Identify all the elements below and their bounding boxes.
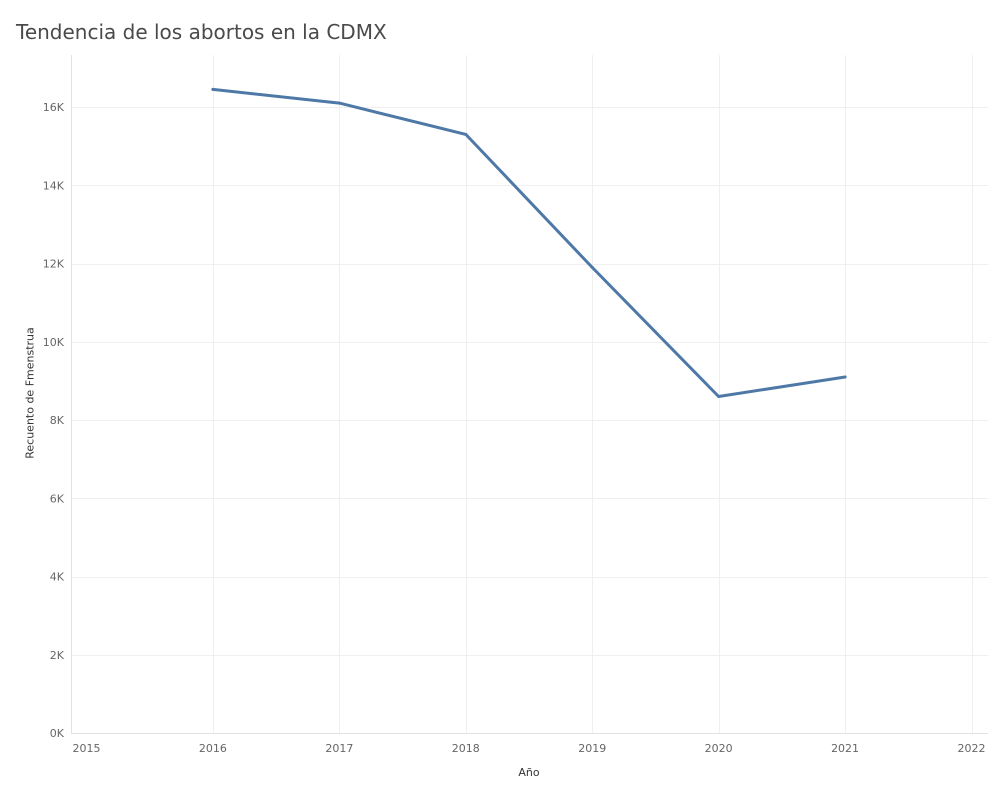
x-tick-label: 2022 (958, 742, 986, 755)
x-tick-label: 2020 (705, 742, 733, 755)
x-tick-label: 2016 (199, 742, 227, 755)
data-point (211, 87, 215, 91)
y-gridlines (71, 107, 988, 656)
x-tick-label: 2015 (73, 742, 101, 755)
y-tick-label: 14K (43, 179, 65, 192)
y-tick-label: 10K (43, 336, 65, 349)
x-axis-label: Año (518, 766, 540, 779)
y-tick-label: 8K (50, 414, 65, 427)
axes (71, 55, 988, 734)
y-tick-labels: 0K 2K 4K 6K 8K 10K 12K 14K 16K (43, 101, 65, 740)
data-point (590, 265, 594, 269)
x-tick-label: 2019 (578, 742, 606, 755)
y-tick-label: 0K (50, 727, 65, 740)
series-line (211, 87, 847, 398)
y-tick-label: 16K (43, 101, 65, 114)
series-layer (211, 87, 847, 399)
x-tick-labels: 2015 2016 2017 2018 2019 2020 2021 2022 (73, 742, 986, 755)
x-gridlines (213, 55, 973, 733)
x-tick-label: 2017 (325, 742, 353, 755)
x-tick-label: 2018 (452, 742, 480, 755)
y-tick-label: 6K (50, 492, 65, 505)
y-tick-label: 2K (50, 649, 65, 662)
data-point (464, 132, 468, 136)
data-point (843, 375, 847, 379)
data-point (337, 101, 341, 105)
y-tick-label: 12K (43, 258, 65, 271)
y-tick-label: 4K (50, 571, 65, 584)
x-tick-label: 2021 (831, 742, 859, 755)
data-point (717, 395, 721, 399)
chart-title: Tendencia de los abortos en la CDMX (16, 20, 387, 44)
